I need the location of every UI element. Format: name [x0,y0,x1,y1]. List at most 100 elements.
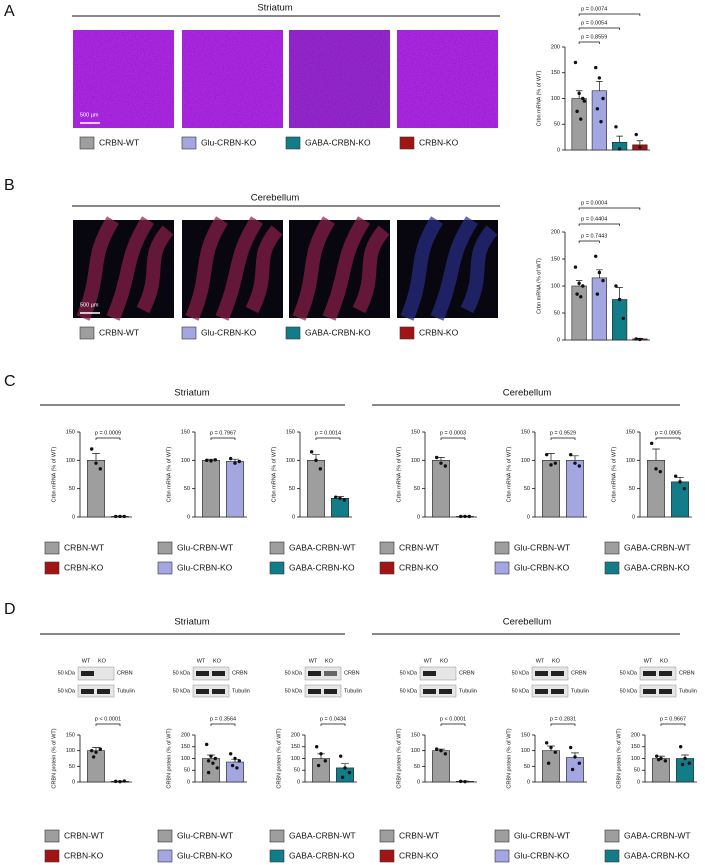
label: 150 [551,256,560,262]
label: 150 [66,429,75,435]
legend-swatch [494,561,510,575]
error-bar [652,448,660,461]
bar [432,460,450,518]
data-point [577,761,582,765]
label: p = 0.9529 [550,430,576,436]
legend-swatch [494,541,510,555]
label: 100 [181,756,190,762]
y-axis-label: Crbn mRNA (% of WT) [396,447,402,503]
micrograph-texture [182,30,283,128]
tissue-fold [185,216,228,321]
y-axis-label: CRBN protein (% of WT) [506,728,512,788]
blot-strip [304,666,342,681]
label: 50 kDa [58,688,76,694]
blot-band [423,689,436,694]
label: Glu-CRBN-WT [514,830,570,840]
legend-swatch [379,561,395,575]
label: p = 0.0014 [315,430,341,436]
label: 50 [294,768,300,774]
tissue-fold [76,216,119,321]
legend-swatch [44,829,60,843]
data-point [595,292,600,296]
label: p = 0.7967 [210,430,236,436]
bar [542,750,560,783]
data-point [333,495,338,499]
data-point [595,107,600,111]
label: p = 0.0009 [95,430,121,436]
data-point [601,96,605,101]
data-point [599,119,603,124]
data-point [573,265,578,269]
label: CRBN-KO [419,137,459,147]
data-point [439,461,443,465]
data-point [594,254,598,258]
comparison-bracket [660,723,686,726]
y-axis-label: Crbn mRNA (% of WT) [271,447,277,503]
label: Striatum [257,3,292,14]
data-point [570,767,575,772]
data-point [434,747,439,751]
label: Cerebellum [503,617,552,628]
legend-swatch [181,136,197,150]
data-point [316,763,321,768]
label: GABA-CRBN-WT [289,830,356,840]
data-point [439,748,443,753]
label: Striatum [174,388,209,399]
label: CRBN-WT [399,542,439,552]
error-bar [596,81,603,91]
data-point [323,759,328,763]
data-point [215,766,219,770]
y-axis-label: CRBN protein (% of WT) [276,728,282,788]
legend-swatch [494,829,510,843]
data-point [575,292,579,296]
data-point [463,514,467,519]
data-point [573,60,578,65]
label: GABA-CRBN-KO [305,137,371,147]
label: p = 0.0003 [440,430,466,436]
label: 50 [629,486,635,492]
data-point [597,270,602,275]
tissue-fold [322,216,370,321]
data-point [678,745,683,749]
label: 100 [521,748,530,754]
micrograph-texture [289,30,390,128]
blot-band [324,671,337,676]
label: KO [213,658,222,664]
data-point [573,461,577,465]
bar [202,460,220,518]
label: 50 kDa [173,688,191,694]
tissue-fold [460,225,498,314]
label: 150 [286,429,295,435]
blot-strip [531,666,569,681]
label: 100 [521,458,530,464]
data-point [122,779,127,783]
label: GABA-CRBN-KO [624,562,690,572]
blot-band [81,689,94,694]
y-axis-label: Crbn mRNA (% of WT) [536,71,542,127]
blot-band [659,689,672,694]
label: 50 [554,122,560,128]
label: CRBN-KO [399,562,439,572]
error-bar [616,135,623,143]
error-bar [92,453,100,461]
label: 200 [551,229,560,235]
data-point [118,514,122,519]
label: 100 [631,756,640,762]
error-bar [231,458,239,462]
data-point [342,498,347,502]
data-point [314,458,318,463]
label: p = 0.8559 [581,34,607,40]
data-point [581,284,585,288]
label: p = 0.3564 [210,716,236,722]
label: GABA-CRBN-KO [624,850,690,860]
blot-band [196,689,209,694]
label: CRBN-KO [399,850,439,860]
label: p = 0.0074 [581,6,607,12]
y-axis-label: CRBN protein (% of WT) [51,728,57,788]
label: 200 [631,732,640,738]
label: 50 kDa [285,688,303,694]
label: Glu-CRBN-KO [177,850,233,860]
data-point [319,752,323,756]
data-point [575,109,579,114]
